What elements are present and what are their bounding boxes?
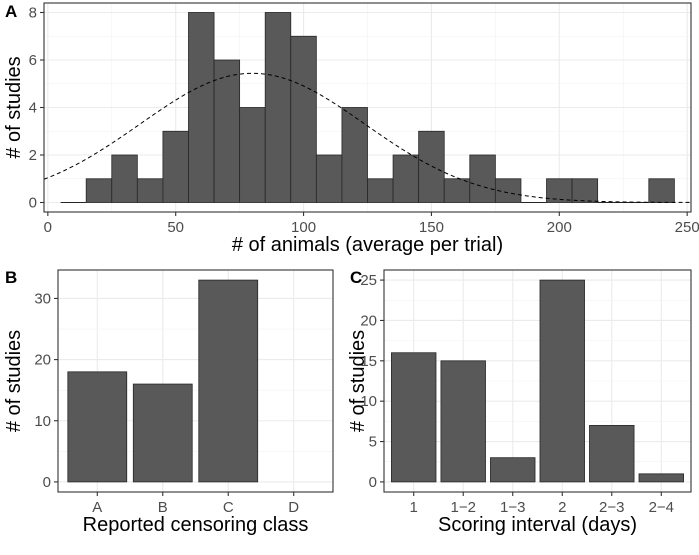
histogram-bar <box>264 12 292 203</box>
histogram-bar <box>546 178 573 203</box>
2-y-tick-label: 0 <box>369 474 377 491</box>
histogram-bar <box>136 178 164 203</box>
panel-c-letter: C <box>350 268 362 287</box>
a-x-tick-label: 0 <box>44 219 52 236</box>
histogram-bar <box>111 154 138 203</box>
1-y-tick-label: 0 <box>43 474 51 491</box>
c-x-tick-label: 2−3 <box>599 499 624 516</box>
histogram-bar <box>571 178 599 203</box>
b-bar <box>198 279 259 483</box>
b-x-tick-label: B <box>158 499 168 516</box>
histogram-bar <box>213 59 241 203</box>
c-bar <box>391 352 437 483</box>
panel-b-axes: A B C D 0 10 20 30 <box>34 290 299 516</box>
panel-b-letter: B <box>5 268 17 287</box>
c-x-tick-label: 1−3 <box>500 499 525 516</box>
c-x-tick-label: 1−2 <box>450 499 475 516</box>
a-x-tick-label: 200 <box>547 219 572 236</box>
1-y-tick-label: 30 <box>34 290 51 307</box>
c-bar <box>440 360 486 483</box>
c-x-tick-label: 2 <box>558 499 566 516</box>
2-y-tick-label: 10 <box>360 393 377 410</box>
density-curve <box>43 72 692 203</box>
a-x-tick-label: 250 <box>675 219 699 236</box>
c-bar <box>539 279 585 483</box>
histogram-bar <box>162 130 189 203</box>
1-y-tick-label: 10 <box>34 413 51 430</box>
panel-a: A 0 50 100 150 200 250 0 2 4 6 8 # of animals (ave… <box>3 2 699 256</box>
0-y-tick-label: 6 <box>29 52 37 69</box>
panel-b-bars <box>67 279 259 483</box>
c-bar <box>589 424 635 483</box>
panel-a-bars <box>60 12 675 203</box>
histogram-bar <box>469 154 496 203</box>
0-y-tick-label: 0 <box>29 195 37 212</box>
histogram-bar <box>392 154 420 203</box>
panel-c-x-axis-title: Scoring interval (days) <box>438 514 637 536</box>
2-y-tick-label: 15 <box>360 353 377 370</box>
panel-a-x-axis-title: # of animals (average per trial) <box>232 234 503 256</box>
histogram-bar <box>648 178 675 203</box>
0-y-tick-label: 8 <box>29 5 37 22</box>
histogram-bar <box>494 178 522 203</box>
a-x-tick-label: 100 <box>291 219 316 236</box>
histogram-bar <box>315 154 343 203</box>
panel-c-axes: 1 1−2 1−3 2 2−3 2−4 0 5 10 15 20 25 <box>360 272 674 516</box>
histogram-bar <box>367 178 394 203</box>
histogram-bar <box>443 178 471 203</box>
b-bar <box>67 371 128 483</box>
a-x-tick-label: 50 <box>167 219 184 236</box>
2-y-tick-label: 20 <box>360 312 377 329</box>
histogram-bar <box>85 178 113 203</box>
0-y-tick-label: 2 <box>29 147 37 164</box>
0-y-tick-label: 4 <box>29 100 37 117</box>
panel-c-y-axis-title: # of studies <box>347 330 369 432</box>
histogram-bar <box>239 107 266 203</box>
a-x-tick-label: 150 <box>419 219 444 236</box>
b-bar <box>132 383 193 483</box>
panel-c-border <box>383 269 692 493</box>
panel-b: B A B C D 0 10 20 30 Reported censoring class #… <box>3 268 334 536</box>
b-x-tick-label: A <box>92 499 102 516</box>
histogram-bar <box>341 107 368 203</box>
panel-a-y-axis-title: # of studies <box>3 56 25 158</box>
2-y-tick-label: 25 <box>360 272 377 289</box>
histogram-bar <box>290 35 317 203</box>
panel-a-axes: 0 50 100 150 200 250 0 2 4 6 8 <box>29 5 699 237</box>
panel-b-border <box>57 269 334 493</box>
panel-a-density <box>43 72 692 203</box>
c-bar <box>638 473 684 483</box>
panel-c: C 1 1−2 1−3 2 2−3 2−4 0 5 10 15 20 25 Scoring inter… <box>347 268 692 536</box>
c-bar <box>490 457 536 483</box>
b-x-tick-label: D <box>288 499 299 516</box>
c-x-tick-label: 1 <box>410 499 418 516</box>
c-x-tick-label: 2−4 <box>649 499 674 516</box>
histogram-bar <box>418 130 445 203</box>
1-y-tick-label: 20 <box>34 352 51 369</box>
panel-b-y-axis-title: # of studies <box>3 330 25 432</box>
panel-c-bars <box>391 279 684 483</box>
b-x-tick-label: C <box>223 499 234 516</box>
histogram-bar <box>188 12 215 203</box>
2-y-tick-label: 5 <box>369 434 377 451</box>
panel-b-x-axis-title: Reported censoring class <box>83 514 309 536</box>
panel-a-letter: A <box>5 2 17 21</box>
